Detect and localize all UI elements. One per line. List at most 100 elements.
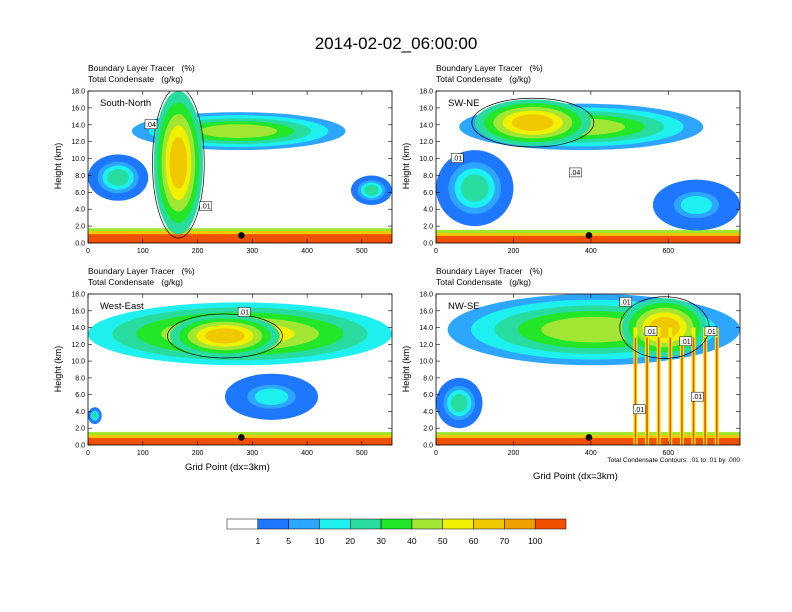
x-tick-label: 100	[137, 248, 149, 255]
y-tick-label: 14.0	[71, 122, 85, 129]
y-tick-label: 2.0	[423, 426, 433, 433]
contour-label: .01	[239, 309, 249, 316]
surface-layer-core	[88, 437, 392, 445]
location-marker	[585, 232, 593, 239]
x-tick-label: 0	[86, 248, 90, 255]
contour-label-box	[237, 307, 251, 317]
contour-label: .04	[571, 170, 581, 177]
plume-core	[669, 337, 672, 445]
colorbar-box	[319, 518, 351, 530]
patch-band	[460, 174, 489, 202]
colorbar-box	[350, 518, 382, 530]
contour-label-box	[619, 297, 633, 307]
x-tick-label: 200	[508, 450, 520, 457]
contour-label-box	[704, 326, 718, 336]
panel-name: NW-SE	[448, 301, 480, 312]
panel-fill-label: Boundary Layer Tracer (%)	[436, 63, 543, 73]
panel-contour-label: Total Condensate (g/kg)	[88, 74, 183, 84]
plot-frame	[87, 90, 393, 244]
panel-fill-label: Boundary Layer Tracer (%)	[436, 266, 543, 276]
contour-label: .01	[681, 339, 691, 346]
x-tick-label: 300	[246, 450, 258, 457]
contour-label: .01	[621, 299, 631, 306]
contour-label-box	[691, 391, 704, 402]
y-tick-label: 2.0	[75, 426, 85, 433]
location-marker	[585, 434, 593, 441]
plot-frame	[435, 293, 741, 446]
core-band	[169, 136, 188, 189]
contour-label-box	[633, 404, 646, 415]
y-tick-label: 10.0	[71, 156, 85, 163]
y-tick-label: 6.0	[423, 190, 433, 197]
y-tick-label: 18.0	[71, 89, 85, 96]
x-tick-label: 0	[434, 248, 438, 255]
y-tick-label: 0.0	[423, 443, 433, 450]
colorbar-box	[288, 518, 320, 530]
colorbar-label: 70	[500, 536, 510, 546]
y-tick-label: 18.0	[419, 89, 433, 96]
panel-nw-se: .01 .01 .01 .01 .01 .01	[436, 294, 740, 445]
panel-contour-label: Total Condensate (g/kg)	[436, 277, 531, 287]
patch-band	[450, 393, 468, 413]
core-band	[511, 114, 554, 132]
y-tick-label: 18.0	[419, 292, 433, 299]
panel-header: Boundary Layer Tracer (%) Total Condensat…	[436, 266, 543, 288]
contour-label-box	[679, 336, 693, 347]
plume-core	[704, 337, 706, 445]
contour-label-box	[451, 153, 464, 163]
contour-label: .01	[693, 394, 703, 401]
colorbar-box	[473, 518, 505, 530]
x-tick-label: 100	[137, 450, 149, 457]
y-tick-label: 4.0	[423, 409, 433, 416]
y-tick-label: 6.0	[423, 392, 433, 399]
y-tick-label: 8.0	[423, 375, 433, 382]
colorbar-box	[257, 518, 289, 530]
contour-label-box	[569, 167, 582, 178]
plume-core	[692, 337, 695, 445]
surface-layer-core	[436, 437, 740, 445]
contour-label: .01	[706, 329, 716, 336]
x-tick-label: 200	[192, 450, 204, 457]
panel-header: Boundary Layer Tracer (%) Total Condensat…	[88, 63, 195, 85]
panel-name: South-North	[100, 98, 151, 109]
x-tick-label: 300	[246, 248, 258, 255]
location-marker	[238, 434, 245, 441]
panel-contour-label: Total Condensate (g/kg)	[88, 277, 183, 287]
colorbar-label: 60	[469, 536, 479, 546]
colorbar-label: 40	[407, 536, 417, 546]
colorbar-box	[226, 518, 259, 530]
y-tick-label: 16.0	[419, 105, 433, 112]
y-tick-label: 6.0	[75, 392, 85, 399]
panel-header: Boundary Layer Tracer (%) Total Condensat…	[88, 266, 195, 288]
y-tick-label: 0.0	[75, 443, 85, 450]
y-tick-label: 12.0	[419, 342, 433, 349]
y-tick-label: 4.0	[75, 207, 85, 214]
contour-label-box	[199, 201, 213, 211]
anvil-band	[200, 124, 278, 138]
colorbar-label: 100	[528, 536, 542, 546]
core-band	[205, 328, 245, 344]
x-tick-label: 200	[192, 248, 204, 255]
y-tick-label: 2.0	[423, 224, 433, 231]
patch-band	[254, 388, 289, 406]
patch-band	[680, 195, 713, 215]
patch-band	[364, 184, 379, 196]
colorbar-label: 50	[438, 536, 448, 546]
patch-band	[107, 169, 129, 186]
figure-title: 2014-02-02_06:00:00	[314, 34, 478, 53]
x-tick-label: 400	[301, 450, 313, 457]
y-tick-label: 14.0	[419, 122, 433, 129]
contour-note: Total Condensate Contours: .01 to .01 by…	[607, 457, 740, 464]
colorbar-box	[504, 518, 536, 530]
y-tick-label: 14.0	[419, 325, 433, 332]
x-tick-label: 200	[508, 248, 520, 255]
plume-core	[657, 337, 660, 445]
colorbar-label: 30	[376, 536, 386, 546]
y-tick-label: 0.0	[423, 241, 433, 248]
y-tick-label: 10.0	[419, 156, 433, 163]
condensate-contour	[167, 313, 283, 359]
colorbar-label: 20	[346, 536, 356, 546]
x-tick-label: 400	[585, 450, 597, 457]
condensate-contour	[471, 97, 595, 148]
y-tick-label: 10.0	[419, 359, 433, 366]
